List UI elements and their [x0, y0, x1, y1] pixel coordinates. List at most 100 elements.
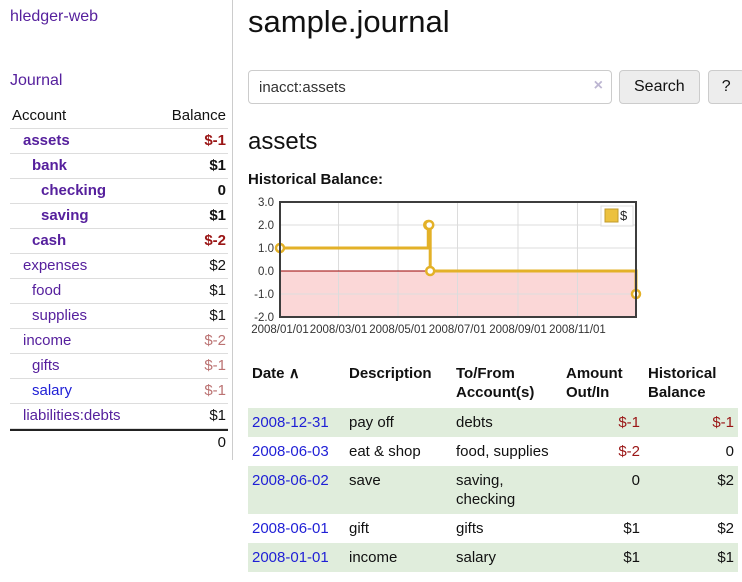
account-link[interactable]: assets — [23, 132, 70, 149]
transaction-date-link[interactable]: 2008-12-31 — [252, 414, 329, 431]
x-axis-tick-label: 2008/01/01 — [251, 324, 309, 336]
account-link[interactable]: supplies — [32, 307, 88, 324]
sort-ascending-icon: ∧ — [288, 365, 300, 382]
column-header-amount: Amount Out/In — [566, 365, 623, 401]
y-axis-tick-label: 1.0 — [258, 243, 274, 255]
balance-column-header: Balance — [171, 107, 226, 124]
account-link[interactable]: food — [32, 282, 62, 299]
account-row: food $1 — [10, 279, 228, 304]
account-link[interactable]: salary — [32, 382, 73, 399]
account-column-header: Account — [12, 107, 67, 124]
accounts-table-header: Account Balance — [10, 104, 228, 129]
account-balance: $-1 — [204, 132, 226, 149]
transaction-date-cell: 2008-06-03 — [248, 437, 345, 466]
x-axis-tick-label: 2008/07/01 — [429, 324, 487, 336]
account-balance: $1 — [209, 307, 226, 324]
account-link[interactable]: liabilities:debts — [23, 407, 121, 424]
x-axis-tick-label: 2008/11/01 — [549, 324, 606, 336]
transaction-description-cell: save — [349, 472, 381, 489]
transaction-date-link[interactable]: 2008-06-03 — [252, 443, 329, 460]
account-row: saving $1 — [10, 204, 228, 229]
transaction-description-cell: pay off — [349, 414, 394, 431]
plot-border — [279, 201, 637, 318]
transaction-accounts-cell: food, supplies — [456, 443, 549, 460]
search-bar: × Search ? — [248, 70, 742, 104]
register-row: 2008-01-01 income salary $1 $1 — [248, 543, 738, 572]
transaction-date-cell: 2008-06-02 — [248, 466, 345, 514]
register-header-row: Date ∧ Description To/From Account(s) Am… — [248, 362, 738, 408]
account-link[interactable]: gifts — [32, 357, 60, 374]
y-axis-tick-label: -1.0 — [254, 289, 274, 301]
column-header-description: Description — [349, 365, 432, 382]
transaction-description-cell: eat & shop — [349, 443, 421, 460]
sidebar-item-journal[interactable]: Journal — [10, 72, 63, 89]
account-row: cash $-2 — [10, 229, 228, 254]
transaction-date-link[interactable]: 2008-06-01 — [252, 520, 329, 537]
app-title-link[interactable]: hledger-web — [10, 8, 99, 25]
transaction-accounts-cell: gifts — [456, 520, 484, 537]
account-balance: $1 — [209, 407, 226, 424]
transaction-accounts-cell: debts — [456, 414, 493, 431]
transaction-amount-cell: $1 — [623, 549, 640, 566]
transaction-balance-cell: $2 — [717, 472, 734, 489]
account-row: salary $-1 — [10, 379, 228, 404]
search-input[interactable] — [248, 70, 612, 104]
account-link[interactable]: cash — [32, 232, 67, 249]
account-row: liabilities:debts $1 — [10, 404, 228, 429]
accounts-rows: assets $-1 bank $1 checking 0 saving $1 cash $-2 e… — [10, 129, 228, 429]
chart-heading: Historical Balance: — [248, 171, 384, 188]
account-link[interactable]: expenses — [23, 257, 88, 274]
transaction-amount-cell: $1 — [623, 520, 640, 537]
transaction-balance-cell: $1 — [717, 549, 734, 566]
y-axis-tick-label: 2.0 — [258, 220, 274, 232]
transaction-balance-cell: $2 — [717, 520, 734, 537]
sidebar: hledger-web Journal Account Balance asse… — [0, 0, 233, 460]
account-link[interactable]: bank — [32, 157, 68, 174]
transaction-date-link[interactable]: 2008-01-01 — [252, 549, 329, 566]
transaction-date-cell: 2008-01-01 — [248, 543, 345, 572]
column-header-balance: Historical Balance — [648, 365, 717, 401]
transaction-amount-cell: $-1 — [618, 414, 640, 431]
y-axis-tick-label: -2.0 — [254, 312, 274, 324]
column-header-date: Date ∧ — [248, 362, 345, 408]
transaction-date-cell: 2008-12-31 — [248, 408, 345, 437]
account-link[interactable]: saving — [41, 207, 89, 224]
register-row: 2008-06-02 save saving, checking 0 $2 — [248, 466, 738, 514]
data-point-marker — [424, 265, 436, 277]
search-button[interactable]: Search — [619, 70, 700, 104]
clear-search-icon[interactable]: × — [593, 77, 603, 94]
account-link[interactable]: checking — [41, 182, 107, 199]
account-balance: $-2 — [204, 332, 226, 349]
help-button[interactable]: ? — [707, 70, 742, 104]
x-axis-tick-label: 2008/03/01 — [310, 324, 368, 336]
account-row: assets $-1 — [10, 129, 228, 154]
account-balance: $-1 — [204, 357, 226, 374]
transaction-description-cell: gift — [349, 520, 370, 537]
legend-series-label: $ — [620, 208, 628, 223]
main-content: sample.journal × Search ? assets Histori… — [234, 0, 742, 572]
transaction-date-cell: 2008-06-01 — [248, 514, 345, 543]
account-link[interactable]: income — [23, 332, 72, 349]
column-header-accounts: To/From Account(s) — [456, 365, 535, 401]
accounts-table: Account Balance assets $-1 bank $1 checking 0… — [10, 104, 228, 455]
account-balance: $1 — [209, 282, 226, 299]
account-balance: $-2 — [204, 232, 226, 249]
transaction-accounts-cell: salary — [456, 549, 497, 566]
y-axis-tick-label: 0.0 — [258, 266, 274, 278]
account-balance: $1 — [209, 157, 226, 174]
register-row: 2008-06-03 eat & shop food, supplies $-2 0 — [248, 437, 738, 466]
historical-balance-chart: $3.0 2.0 1.0 0.0 -1.0 -2.0 2008/01/01 2008/03/0… — [248, 197, 648, 342]
register-row: 2008-06-01 gift gifts $1 $2 — [248, 514, 738, 543]
y-axis-tick-label: 3.0 — [258, 197, 274, 209]
accounts-total-balance: 0 — [217, 434, 226, 451]
register-table: Date ∧ Description To/From Account(s) Am… — [248, 362, 738, 572]
transaction-date-link[interactable]: 2008-06-02 — [252, 472, 329, 489]
x-axis-tick-label: 2008/05/01 — [369, 324, 427, 336]
account-balance: 0 — [217, 182, 226, 199]
account-row: expenses $2 — [10, 254, 228, 279]
page-title: sample.journal — [248, 4, 450, 39]
x-axis-tick-label: 2008/09/01 — [489, 324, 547, 336]
account-row: supplies $1 — [10, 304, 228, 329]
transaction-balance-cell: $-1 — [712, 414, 734, 431]
account-heading: assets — [248, 128, 318, 155]
